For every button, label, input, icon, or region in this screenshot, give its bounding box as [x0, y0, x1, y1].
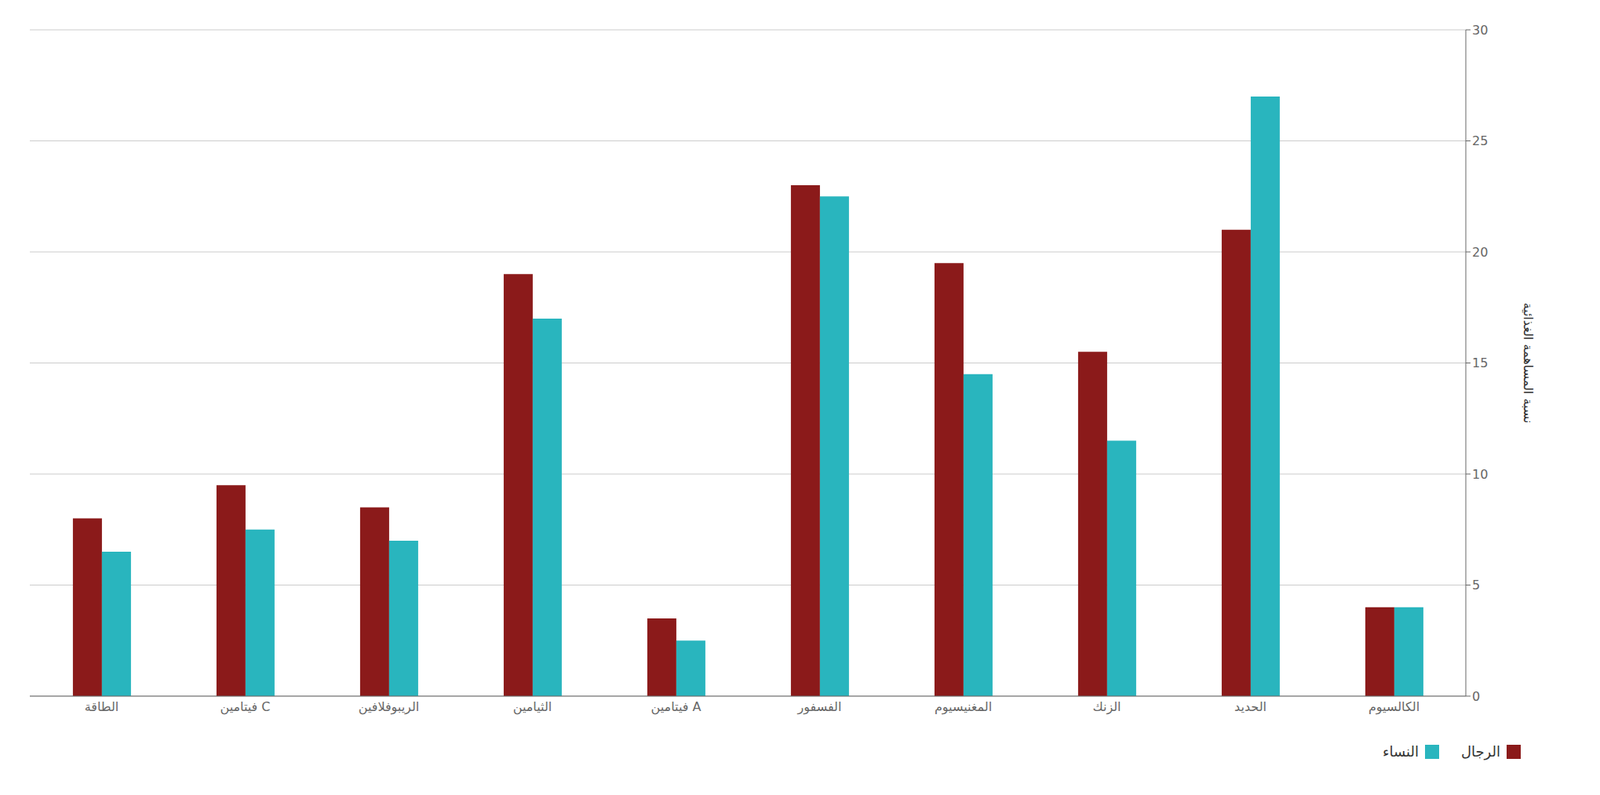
- svg-text:الحديد: الحديد: [1234, 699, 1267, 715]
- html-text:النساء: النساء: [1382, 743, 1419, 760]
- svg-text:المغنيسيوم: المغنيسيوم: [934, 699, 992, 715]
- svg-text:فيتامين A: فيتامين A: [651, 699, 702, 715]
- svg-text:الثيامين: الثيامين: [513, 699, 552, 715]
- svg-text:20: 20: [1472, 244, 1488, 260]
- svg-text:5: 5: [1472, 577, 1480, 593]
- svg-text:الزنك: الزنك: [1092, 699, 1121, 715]
- svg-text:10: 10: [1472, 466, 1488, 482]
- svg-text:25: 25: [1472, 133, 1488, 149]
- svg-text:30: 30: [1472, 22, 1488, 38]
- svg-text:0: 0: [1472, 688, 1480, 704]
- svg-text:نسبة المساهمة الغذائية: نسبة المساهمة الغذائية: [1520, 302, 1536, 423]
- svg-text:15: 15: [1472, 355, 1488, 371]
- svg-text:الكالسيوم: الكالسيوم: [1368, 699, 1420, 715]
- svg-text:فيتامين C: فيتامين C: [219, 699, 270, 715]
- html-text:الرجال: الرجال: [1461, 743, 1501, 760]
- svg-text:الريبوفلافين: الريبوفلافين: [358, 699, 420, 715]
- svg-text:الفسفور: الفسفور: [797, 699, 842, 715]
- svg-text:الطاقة: الطاقة: [84, 699, 120, 715]
